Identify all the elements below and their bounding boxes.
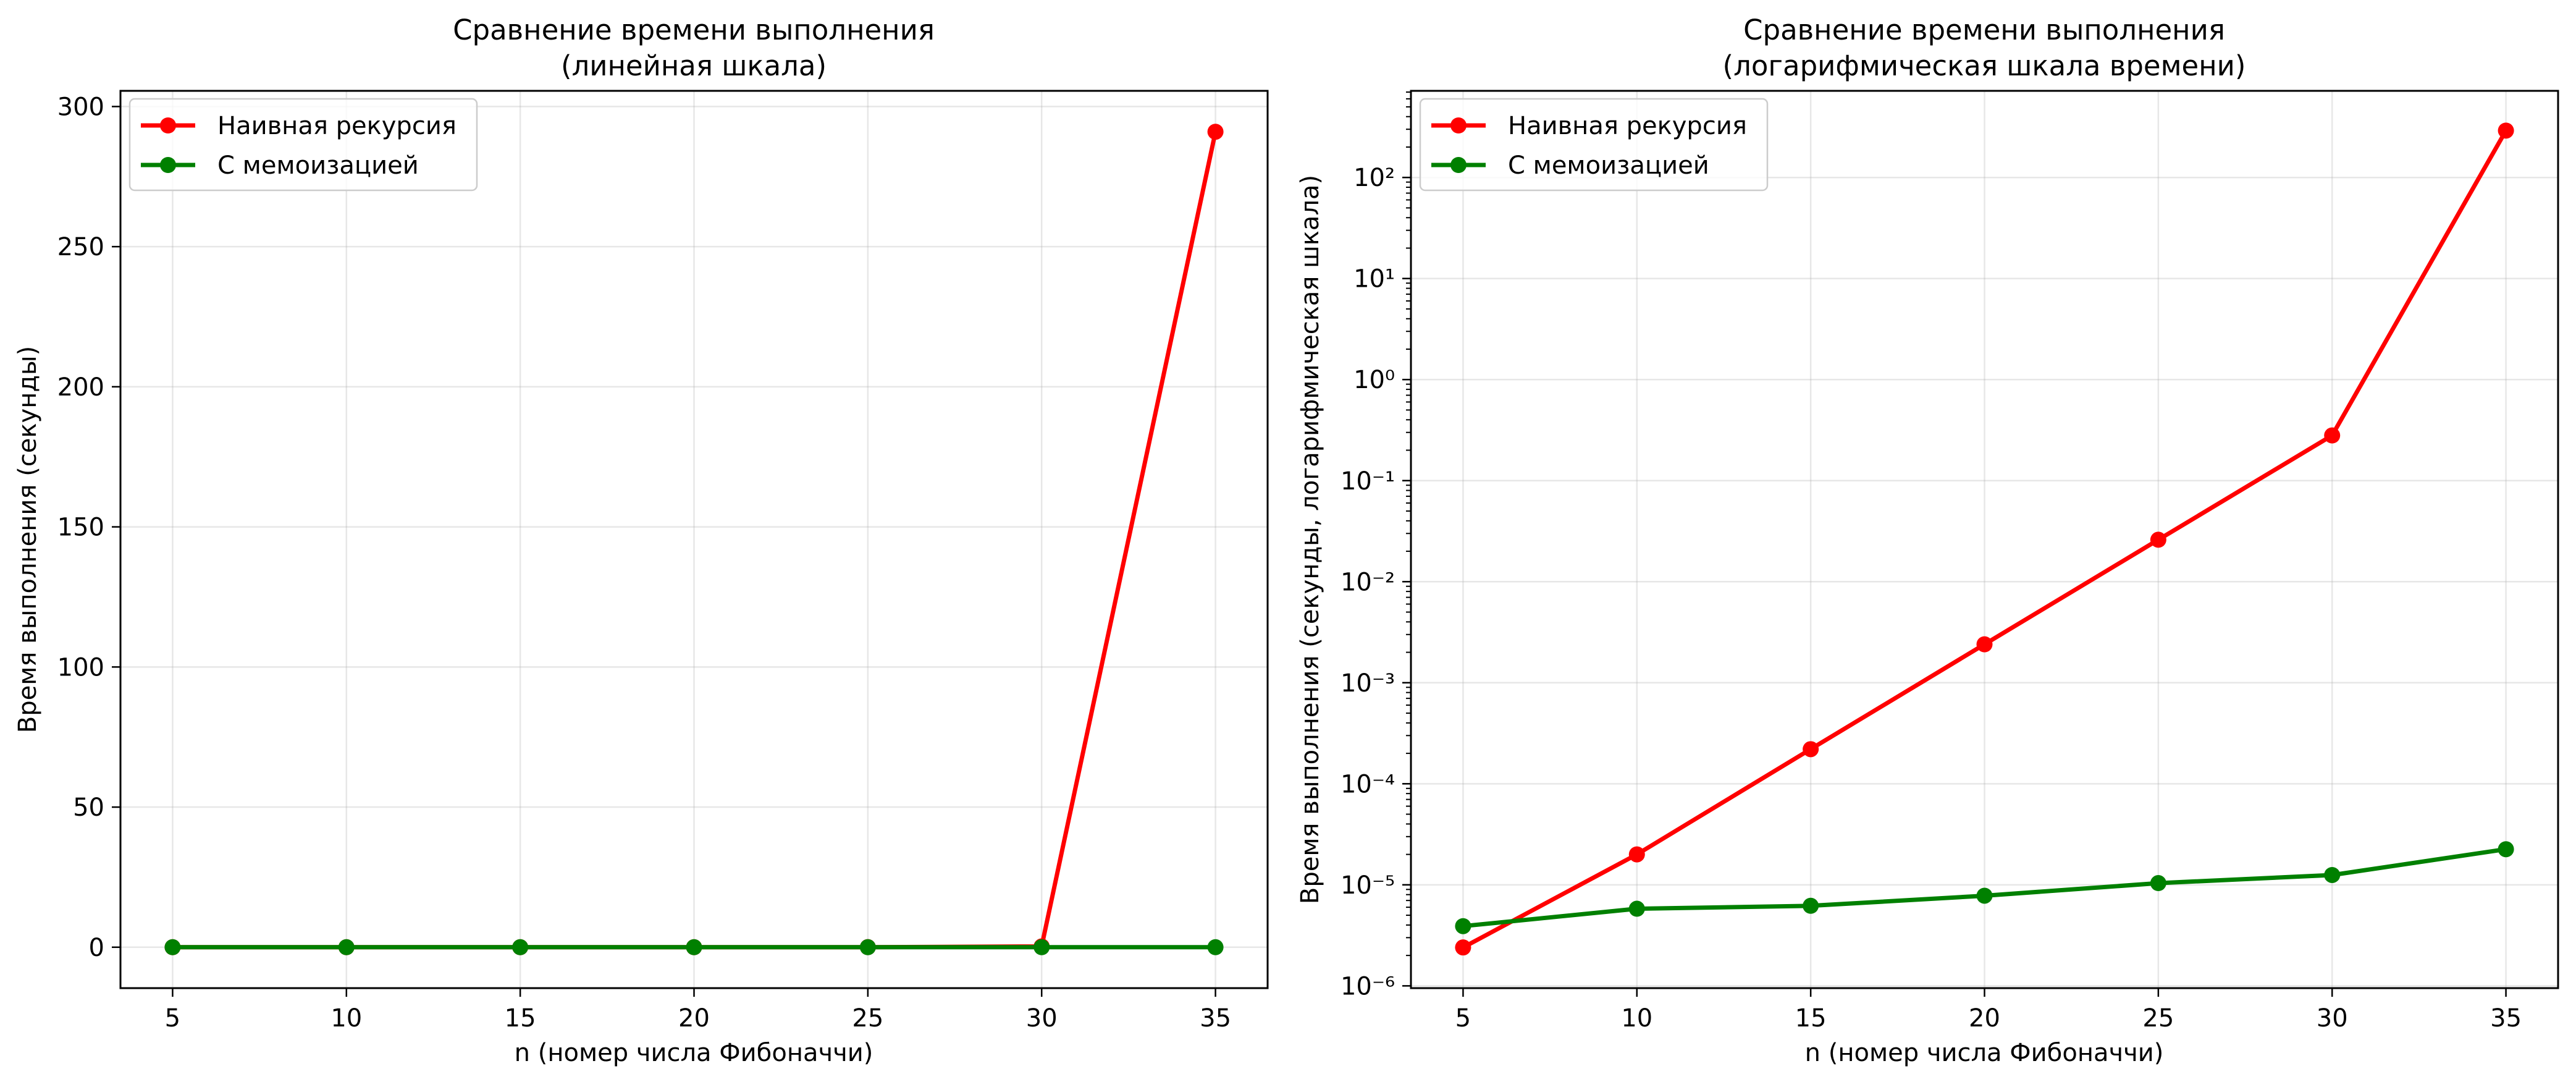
x-ticks: 5 10 15 20 25 30 35 — [1455, 988, 2522, 1033]
y-tick-label: 10⁻¹ — [1341, 467, 1395, 496]
y-tick-label: 10² — [1353, 164, 1395, 192]
legend-marker-memo — [160, 157, 176, 173]
y-axis-label: Время выполнения (секунды, логарифмическ… — [1296, 175, 1324, 904]
data-point-memo — [1455, 918, 1471, 934]
data-point-naive — [1803, 741, 1819, 758]
data-point-memo — [2324, 866, 2341, 883]
x-axis-label: n (номер числа Фибоначчи) — [515, 1039, 873, 1067]
y-tick-label: 300 — [57, 93, 104, 121]
x-tick-label: 25 — [2142, 1004, 2174, 1033]
chart-title-line1: Сравнение времени выполнения — [453, 14, 935, 46]
chart-title-line2: (логарифмическая шкала времени) — [1723, 49, 2246, 82]
x-axis-label: n (номер числа Фибоначчи) — [1805, 1039, 2164, 1067]
y-tick-label: 10⁰ — [1353, 366, 1395, 394]
x-tick-label: 10 — [330, 1004, 362, 1033]
y-ticks: 0 50 100 150 200 250 300 — [57, 93, 120, 962]
data-point-memo — [1976, 887, 1993, 904]
data-point-memo — [1628, 900, 1645, 917]
data-point-memo — [164, 939, 181, 955]
x-tick-label: 25 — [852, 1004, 883, 1033]
legend: Наивная рекурсия С мемоизацией — [1419, 98, 1769, 192]
y-tick-label: 10⁻² — [1341, 568, 1395, 596]
chart-log: 5 10 15 20 25 30 35 10⁻⁶10⁻⁵10⁻⁴10⁻³10⁻²10⁻¹10… — [1296, 14, 2559, 1067]
data-point-memo — [1803, 897, 1819, 914]
legend-marker-memo — [1450, 157, 1467, 173]
legend-marker-naive — [1450, 117, 1467, 133]
y-axis-label: Время выполнения (секунды) — [14, 346, 42, 733]
x-tick-label: 15 — [1795, 1004, 1827, 1033]
x-tick-label: 30 — [2317, 1004, 2348, 1033]
data-point-memo — [2498, 841, 2514, 858]
chart-linear: 5 10 15 20 25 30 35 0 50 100 150 200 250 300 Сравнен… — [14, 14, 1269, 1067]
data-point-memo — [338, 939, 355, 955]
data-point-naive — [1455, 939, 1471, 956]
y-tick-label: 100 — [57, 653, 104, 682]
legend: Наивная рекурсия С мемоизацией — [128, 98, 478, 192]
x-tick-label: 15 — [505, 1004, 536, 1033]
data-point-memo — [1033, 939, 1050, 955]
data-point-memo — [1207, 939, 1224, 955]
legend-marker-naive — [160, 117, 176, 133]
series-layer — [1455, 122, 2514, 956]
legend-label-memo: С мемоизацией — [217, 151, 419, 180]
chart-title-line1: Сравнение времени выполнения — [1743, 14, 2225, 46]
x-tick-label: 35 — [2490, 1004, 2522, 1033]
y-ticks: 10⁻⁶ 10⁻⁵ 10⁻⁴ 10⁻³ 10⁻² 10⁻¹ 10⁰ 10¹ 10² — [1341, 91, 1411, 1000]
y-tick-label: 10⁻⁵ — [1341, 871, 1395, 900]
data-point-naive — [1628, 846, 1645, 863]
y-tick-label: 0 — [89, 934, 104, 962]
legend-box — [128, 98, 478, 192]
legend-box — [1419, 98, 1769, 192]
legend-label-memo: С мемоизацией — [1508, 151, 1709, 180]
y-tick-label: 10⁻⁶ — [1341, 972, 1395, 1000]
data-point-memo — [859, 939, 876, 955]
x-tick-label: 30 — [1026, 1004, 1058, 1033]
grid — [1411, 91, 2558, 988]
data-point-memo — [2150, 875, 2166, 892]
series-layer — [164, 124, 1224, 955]
y-tick-label: 50 — [73, 793, 104, 822]
y-tick-label: 150 — [57, 514, 104, 542]
x-tick-label: 20 — [678, 1004, 710, 1033]
y-tick-label: 200 — [57, 373, 104, 402]
x-tick-label: 5 — [1455, 1004, 1471, 1033]
data-point-naive — [1976, 636, 1993, 653]
data-point-memo — [686, 939, 702, 955]
legend-label-naive: Наивная рекурсия — [217, 112, 457, 140]
x-ticks: 5 10 15 20 25 30 35 — [165, 988, 1231, 1033]
y-tick-label: 10¹ — [1353, 265, 1395, 294]
y-tick-label: 10⁻³ — [1341, 669, 1395, 698]
data-point-naive — [2498, 122, 2514, 139]
chart-title-line2: (линейная шкала) — [561, 49, 827, 82]
data-point-memo — [512, 939, 529, 955]
x-tick-label: 35 — [1200, 1004, 1231, 1033]
data-point-naive — [2150, 531, 2166, 548]
y-tick-label: 10⁻⁴ — [1341, 770, 1395, 798]
x-tick-label: 5 — [165, 1004, 180, 1033]
data-point-naive — [2324, 427, 2341, 444]
x-tick-label: 10 — [1621, 1004, 1652, 1033]
y-tick-label: 250 — [57, 233, 104, 261]
x-tick-label: 20 — [1969, 1004, 2000, 1033]
data-point-naive — [1207, 124, 1224, 140]
legend-label-naive: Наивная рекурсия — [1508, 112, 1747, 140]
